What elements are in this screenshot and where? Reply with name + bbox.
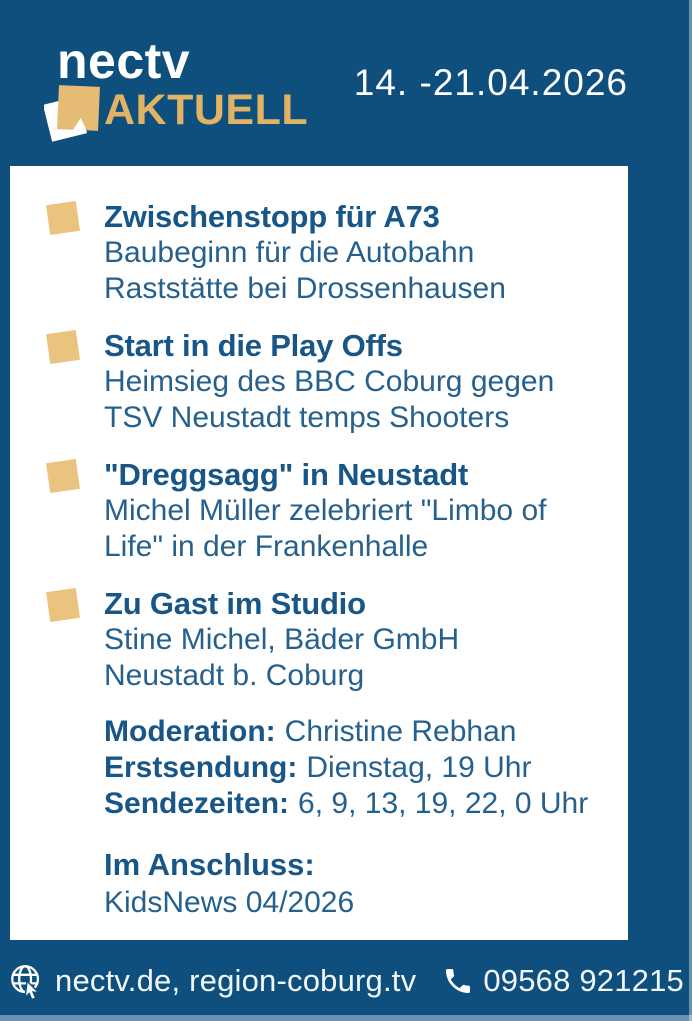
- item-line: Raststätte bei Drossenhausen: [104, 272, 506, 305]
- item-line: TSV Neustadt temps Shooters: [104, 401, 510, 434]
- item-line: Heimsieg des BBC Coburg gegen: [104, 365, 555, 398]
- bottom-edge-band: [0, 1015, 692, 1021]
- detail-value: 6, 9, 13, 19, 22, 0 Uhr: [298, 787, 589, 820]
- brand-name: nectv: [57, 33, 191, 89]
- detail-line: Moderation: Christine Rebhan: [104, 714, 618, 750]
- item-line: Life" in der Frankenhalle: [104, 530, 429, 563]
- program-item: Zwischenstopp für A73 Baubeginn für die …: [46, 198, 618, 307]
- program-item: Zu Gast im Studio Stine Michel, Bäder Gm…: [46, 585, 618, 694]
- header: nectv AKTUELL 14. -21.04.2026: [0, 0, 692, 166]
- detail-value: Christine Rebhan: [284, 715, 517, 748]
- followup-label: Im Anschluss:: [104, 847, 315, 882]
- globe-icon: [8, 962, 46, 1000]
- program-item-text: "Dreggsagg" in Neustadt Michel Müller ze…: [104, 456, 546, 565]
- item-title: Zu Gast im Studio: [104, 586, 366, 621]
- detail-label: Moderation:: [104, 715, 276, 748]
- websites-text: nectv.de, region-coburg.tv: [55, 962, 417, 998]
- program-item: "Dreggsagg" in Neustadt Michel Müller ze…: [46, 456, 618, 565]
- program-item: Start in die Play Offs Heimsieg des BBC …: [46, 327, 618, 436]
- program-item-text: Zu Gast im Studio Stine Michel, Bäder Gm…: [104, 585, 459, 694]
- item-line: Michel Müller zelebriert "Limbo of: [104, 494, 547, 527]
- date-range: 14. -21.04.2026: [353, 62, 628, 103]
- followup-value: KidsNews 04/2026: [104, 886, 355, 919]
- program-item-text: Zwischenstopp für A73 Baubeginn für die …: [104, 198, 506, 307]
- broadcast-details: Moderation: Christine Rebhan Erstsendung:…: [104, 714, 618, 822]
- notes-icon: [44, 83, 108, 145]
- phone-icon: [442, 965, 474, 997]
- item-title: Zwischenstopp für A73: [104, 199, 440, 234]
- detail-line: Sendezeiten: 6, 9, 13, 19, 22, 0 Uhr: [104, 786, 618, 822]
- right-edge-band: [689, 0, 692, 1021]
- followup-block: Im Anschluss: KidsNews 04/2026: [104, 846, 618, 921]
- phone-number-text: 09568 921215: [483, 962, 684, 998]
- program-card: Zwischenstopp für A73 Baubeginn für die …: [10, 166, 628, 940]
- bullet-square-icon: [46, 330, 80, 364]
- bullet-square-icon: [46, 459, 80, 493]
- item-line: Neustadt b. Coburg: [104, 659, 365, 692]
- detail-value: Dienstag, 19 Uhr: [306, 751, 532, 784]
- detail-line: Erstsendung: Dienstag, 19 Uhr: [104, 750, 618, 786]
- item-line: Stine Michel, Bäder GmbH: [104, 623, 460, 656]
- footer: nectv.de, region-coburg.tv 09568 921215: [0, 940, 692, 1021]
- brand-subtitle: AKTUELL: [104, 86, 309, 134]
- bullet-square-icon: [46, 588, 80, 622]
- item-line: Baubeginn für die Autobahn: [104, 236, 475, 269]
- footer-phone-group: 09568 921215: [442, 963, 684, 999]
- program-item-text: Start in die Play Offs Heimsieg des BBC …: [104, 327, 554, 436]
- detail-label: Sendezeiten:: [104, 787, 290, 820]
- footer-web-group: nectv.de, region-coburg.tv: [8, 962, 416, 1000]
- item-title: "Dreggsagg" in Neustadt: [104, 457, 469, 492]
- bullet-square-icon: [46, 201, 80, 235]
- item-title: Start in die Play Offs: [104, 328, 403, 363]
- detail-label: Erstsendung:: [104, 751, 298, 784]
